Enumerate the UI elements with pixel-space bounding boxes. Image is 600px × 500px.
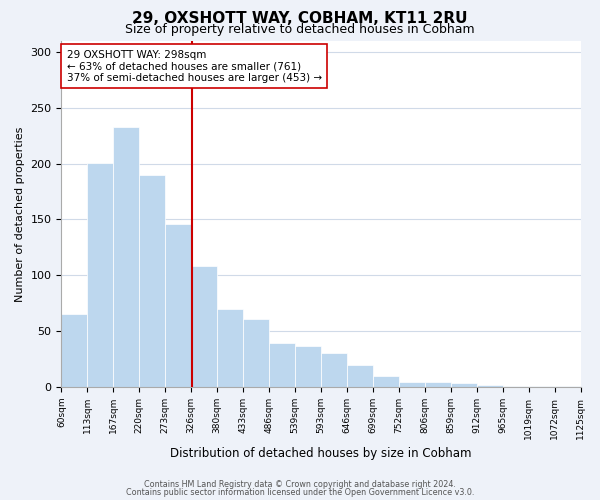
Bar [373,376,399,387]
Bar [165,224,191,387]
Bar [503,386,529,387]
Bar [139,175,165,387]
Bar [451,384,476,387]
Bar [425,382,451,387]
Bar [399,382,425,387]
Bar [476,384,503,387]
Text: Contains public sector information licensed under the Open Government Licence v3: Contains public sector information licen… [126,488,474,497]
Bar [113,127,139,387]
Text: Size of property relative to detached houses in Cobham: Size of property relative to detached ho… [125,22,475,36]
Bar [243,319,269,387]
Bar [321,354,347,387]
Text: 29, OXSHOTT WAY, COBHAM, KT11 2RU: 29, OXSHOTT WAY, COBHAM, KT11 2RU [132,11,468,26]
Bar [554,386,581,387]
Bar [88,162,113,387]
Bar [217,308,243,387]
Bar [191,266,217,387]
Text: 29 OXSHOTT WAY: 298sqm
← 63% of detached houses are smaller (761)
37% of semi-de: 29 OXSHOTT WAY: 298sqm ← 63% of detached… [67,50,322,83]
X-axis label: Distribution of detached houses by size in Cobham: Distribution of detached houses by size … [170,447,472,460]
Y-axis label: Number of detached properties: Number of detached properties [15,126,25,302]
Bar [61,314,88,387]
Bar [529,386,554,387]
Bar [347,364,373,387]
Text: Contains HM Land Registry data © Crown copyright and database right 2024.: Contains HM Land Registry data © Crown c… [144,480,456,489]
Bar [269,344,295,387]
Bar [295,346,321,387]
